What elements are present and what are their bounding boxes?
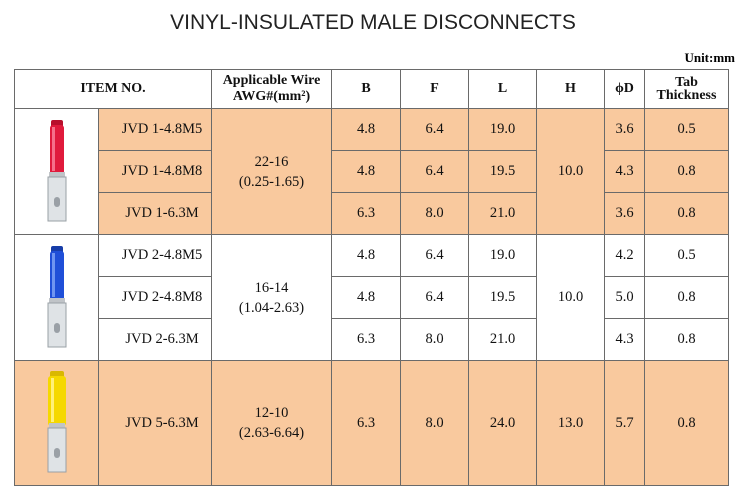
value-f: 6.4 <box>400 234 469 277</box>
value-h: 10.0 <box>536 108 605 235</box>
value-tab: 0.5 <box>644 108 729 151</box>
red-terminal-icon <box>47 119 66 221</box>
value-tab: 0.8 <box>644 276 729 319</box>
header-h: H <box>536 69 605 109</box>
value-tab: 0.8 <box>644 360 729 486</box>
header-b: B <box>331 69 401 109</box>
item-no: JVD 2-4.8M8 <box>98 276 212 319</box>
table-row: JVD 5-6.3M 12-10 (2.63-6.64) 6.3 8.0 24.… <box>14 360 729 486</box>
value-f: 6.4 <box>400 276 469 319</box>
value-b: 4.8 <box>331 150 401 193</box>
wire-mm2: (1.04-2.63) <box>238 299 305 316</box>
value-b: 4.8 <box>331 276 401 319</box>
value-d: 3.6 <box>604 108 645 151</box>
value-d: 4.3 <box>604 318 645 361</box>
value-l: 19.0 <box>468 108 537 151</box>
spec-table: ITEM NO. Applicable Wire AWG#(mm²) B F L… <box>14 69 729 486</box>
value-d: 5.0 <box>604 276 645 319</box>
table-row: JVD 1-4.8M5 22-16 (0.25-1.65) 4.8 6.4 19… <box>14 108 729 235</box>
value-f: 6.4 <box>400 150 469 193</box>
item-no: JVD 5-6.3M <box>98 360 212 486</box>
value-b: 6.3 <box>331 192 401 235</box>
value-h: 13.0 <box>536 360 605 486</box>
product-image-blue <box>14 234 99 361</box>
header-tab-line1: Tab <box>675 75 698 90</box>
header-item: ITEM NO. <box>14 69 212 109</box>
value-l: 19.5 <box>468 276 537 319</box>
header-wire-line2: AWG#(mm²) <box>232 89 311 104</box>
wire-mm2: (0.25-1.65) <box>238 173 305 190</box>
value-b: 4.8 <box>331 234 401 277</box>
item-no: JVD 1-6.3M <box>98 192 212 235</box>
wire-range: 16-14 (1.04-2.63) <box>211 234 332 361</box>
value-d: 4.2 <box>604 234 645 277</box>
value-b: 4.8 <box>331 108 401 151</box>
value-l: 21.0 <box>468 318 537 361</box>
page-title: VINYL-INSULATED MALE DISCONNECTS <box>170 11 576 34</box>
value-d: 3.6 <box>604 192 645 235</box>
item-no: JVD 1-4.8M5 <box>98 108 212 151</box>
header-d: ϕD <box>604 69 645 109</box>
wire-range: 22-16 (0.25-1.65) <box>211 108 332 235</box>
header-wire-line1: Applicable Wire <box>222 73 321 88</box>
unit-label: Unit:mm <box>684 50 735 65</box>
value-d: 5.7 <box>604 360 645 486</box>
value-l: 24.0 <box>468 360 537 486</box>
wire-awg: 16-14 <box>254 279 289 296</box>
wire-awg: 12-10 <box>254 405 289 421</box>
item-no: JVD 1-4.8M8 <box>98 150 212 193</box>
header-tab-line2: Thickness <box>656 88 717 103</box>
table-row: JVD 2-4.8M8 4.8 6.4 19.5 5.0 0.8 <box>15 276 729 319</box>
value-h: 10.0 <box>536 234 605 361</box>
table-row: JVD 1-6.3M 6.3 8.0 21.0 3.6 0.8 <box>15 192 729 235</box>
value-f: 6.4 <box>400 108 469 151</box>
table-row: JVD 2-6.3M 6.3 8.0 21.0 4.3 0.8 <box>15 318 729 361</box>
value-l: 19.0 <box>468 234 537 277</box>
item-no: JVD 2-6.3M <box>98 318 212 361</box>
wire-range: 12-10 (2.63-6.64) <box>211 360 332 486</box>
item-no: JVD 2-4.8M5 <box>98 234 212 277</box>
value-f: 8.0 <box>400 360 469 486</box>
table-row: JVD 2-4.8M5 16-14 (1.04-2.63) 4.8 6.4 19… <box>14 234 729 361</box>
value-b: 6.3 <box>331 360 401 486</box>
value-l: 21.0 <box>468 192 537 235</box>
header-row: ITEM NO. Applicable Wire AWG#(mm²) B F L… <box>14 69 729 109</box>
value-tab: 0.8 <box>644 192 729 235</box>
value-d: 4.3 <box>604 150 645 193</box>
value-b: 6.3 <box>331 318 401 361</box>
value-l: 19.5 <box>468 150 537 193</box>
value-tab: 0.5 <box>644 234 729 277</box>
value-tab: 0.8 <box>644 150 729 193</box>
blue-terminal-icon <box>47 245 66 347</box>
value-f: 8.0 <box>400 318 469 361</box>
yellow-terminal-icon <box>47 371 66 473</box>
product-image-red <box>14 108 99 235</box>
table-row: JVD 1-4.8M8 4.8 6.4 19.5 4.3 0.8 <box>15 150 729 193</box>
header-l: L <box>468 69 537 109</box>
product-image-yellow <box>14 360 99 486</box>
value-f: 8.0 <box>400 192 469 235</box>
wire-mm2: (2.63-6.64) <box>238 425 305 441</box>
header-tab-thickness: Tab Thickness <box>644 69 729 109</box>
wire-awg: 22-16 <box>254 153 289 170</box>
header-f: F <box>400 69 469 109</box>
value-tab: 0.8 <box>644 318 729 361</box>
header-wire: Applicable Wire AWG#(mm²) <box>211 69 332 109</box>
